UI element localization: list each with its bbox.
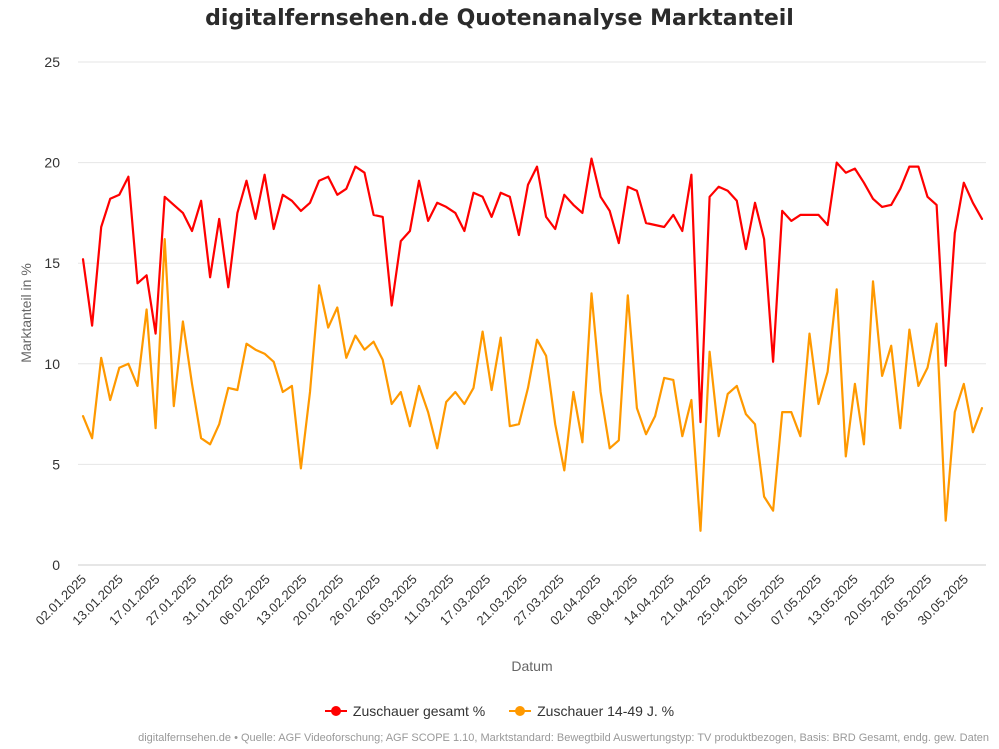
legend-item-total[interactable]: Zuschauer gesamt % [324,703,486,719]
x-axis-title: Datum [511,658,552,674]
x-axis-ticks: 02.01.202513.01.202517.01.202527.01.2025… [32,572,971,629]
legend-swatch-14-49 [509,705,532,717]
legend: Zuschauer gesamt % Zuschauer 14-49 J. % [0,703,999,720]
y-tick-label: 25 [44,54,60,70]
legend-item-14-49[interactable]: Zuschauer 14-49 J. % [509,703,674,719]
y-tick-label: 20 [44,155,60,171]
legend-label-total: Zuschauer gesamt % [352,703,486,719]
grid-lines [78,61,986,566]
source-footer: digitalfernsehen.de • Quelle: AGF Videof… [138,732,989,744]
series-line [81,157,984,424]
y-tick-label: 0 [52,557,60,573]
y-tick-label: 10 [44,356,60,372]
line-chart: 0 5 10 15 20 25 02.01.202513.01.202517.01.202… [18,54,986,674]
legend-swatch-total [324,705,347,717]
legend-label-14-49: Zuschauer 14-49 J. % [537,703,675,719]
y-tick-label: 15 [44,255,60,271]
y-axis-title: Marktanteil in % [18,263,34,363]
chart-title: digitalfernsehen.de Quotenanalyse Markta… [205,6,794,31]
y-tick-label: 5 [52,456,60,472]
y-axis-ticks: 0 5 10 15 20 25 [44,54,60,573]
series-line [81,238,984,532]
series-lines [81,157,984,532]
